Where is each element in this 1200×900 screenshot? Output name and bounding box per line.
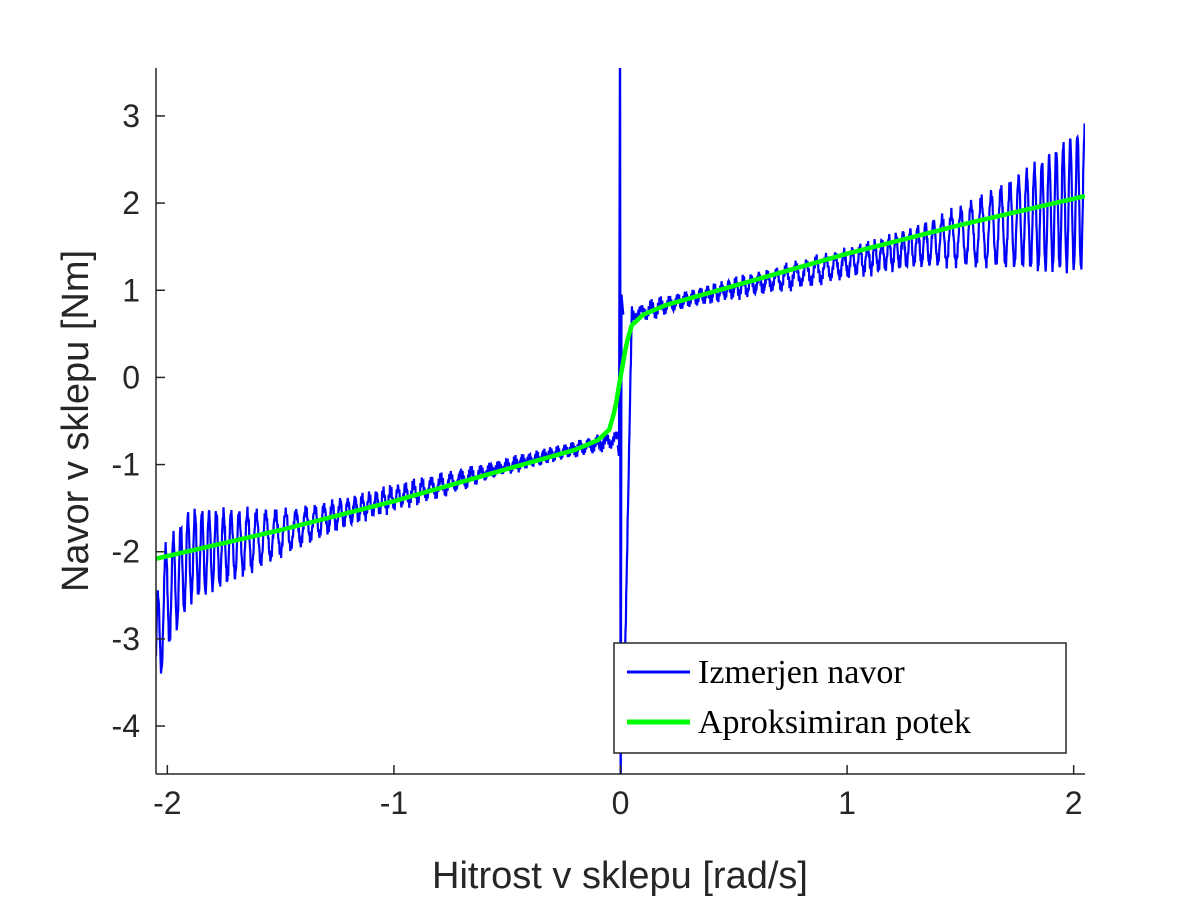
x-axis-label: Hitrost v sklepu [rad/s] (432, 855, 808, 897)
ticks-layer: -2 -1 0 1 2 -4 -3 -2 -1 0 1 2 3 (112, 98, 1083, 821)
x-tick-label: -1 (380, 785, 408, 821)
legend: Izmerjen navor Aproksimiran potek (613, 642, 1067, 754)
legend-box (613, 642, 1067, 754)
series-group (156, 68, 1085, 774)
x-tick-label: -2 (153, 785, 181, 821)
series-layer (156, 68, 1085, 774)
series-approximated (156, 193, 1085, 561)
y-tick-label: -2 (112, 534, 140, 570)
series-measured-spike (616, 68, 625, 774)
y-axis-label: Navor v sklepu [Nm] (55, 250, 97, 592)
y-tick-label: 1 (122, 272, 140, 308)
y-tick-label: 2 (122, 185, 140, 221)
x-tick-label: 0 (612, 785, 630, 821)
legend-entry-measured: Izmerjen navor (698, 654, 905, 691)
x-tick-label: 2 (1065, 785, 1083, 821)
y-tick-label: -1 (112, 447, 140, 483)
y-tick-label: -4 (112, 708, 140, 744)
x-tick-label: 1 (838, 785, 856, 821)
y-tick-label: 3 (122, 98, 140, 134)
y-tick-label: 0 (122, 359, 140, 395)
legend-entry-approx: Aproksimiran potek (698, 704, 971, 741)
y-tick-label: -3 (112, 621, 140, 657)
